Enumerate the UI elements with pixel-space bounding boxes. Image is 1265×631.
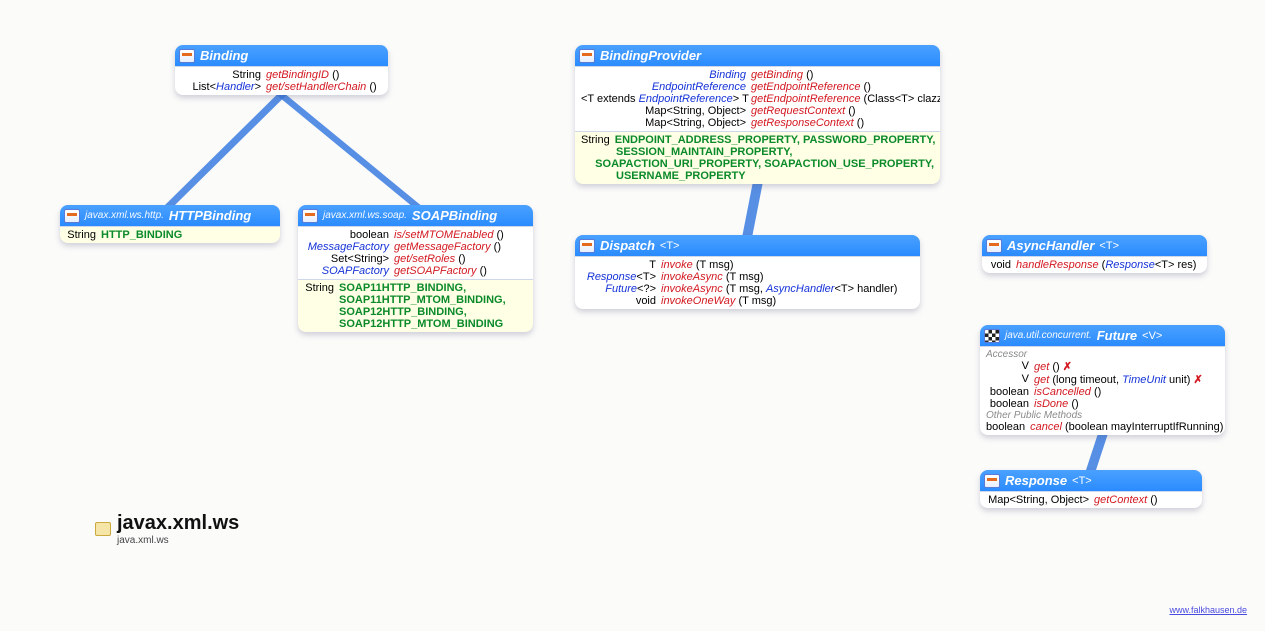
class-name: AsyncHandler xyxy=(1007,238,1094,253)
methods-section: String getBindingID () List<Handler> get… xyxy=(175,66,388,95)
method-row: EndpointReference getEndpointReference (… xyxy=(581,81,934,93)
method-row: MessageFactory getMessageFactory () xyxy=(304,241,527,253)
class-icon xyxy=(984,329,1000,343)
method-row: <T extends EndpointReference> T getEndpo… xyxy=(581,93,934,105)
class-header: Dispatch <T> xyxy=(575,235,920,256)
class-header: Response <T> xyxy=(980,470,1202,491)
credit-link[interactable]: www.falkhausen.de xyxy=(1169,605,1247,615)
iface-icon xyxy=(64,209,80,223)
method-row: V get (long timeout, TimeUnit unit) ✗ xyxy=(986,373,1219,386)
constant-row: SOAP11HTTP_MTOM_BINDING, xyxy=(304,294,527,306)
class-name: SOAPBinding xyxy=(412,208,497,223)
package-icon xyxy=(95,522,111,536)
class-package: javax.xml.ws.http. xyxy=(85,210,164,221)
type-param: <T> xyxy=(660,240,680,252)
method-row: String getBindingID () xyxy=(181,69,382,81)
constant-row: SESSION_MAINTAIN_PROPERTY, xyxy=(581,146,934,158)
method-row: boolean cancel (boolean mayInterruptIfRu… xyxy=(986,421,1219,433)
method-row: V get () ✗ xyxy=(986,360,1219,373)
methods-section: Binding getBinding () EndpointReference … xyxy=(575,66,940,131)
methods-section: Map<String, Object> getContext () xyxy=(980,491,1202,508)
class-name: BindingProvider xyxy=(600,48,701,63)
method-row: boolean isDone () xyxy=(986,398,1219,410)
diagram-canvas: Binding String getBindingID () List<Hand… xyxy=(0,0,1265,631)
type-param: <T> xyxy=(1072,475,1092,487)
type-param: <V> xyxy=(1142,330,1162,342)
package-subtitle: java.xml.ws xyxy=(117,535,239,546)
class-name: HTTPBinding xyxy=(169,208,251,223)
iface-icon xyxy=(984,474,1000,488)
class-name: Future xyxy=(1097,328,1137,343)
method-row: T invoke (T msg) xyxy=(581,259,914,271)
class-header: Binding xyxy=(175,45,388,66)
iface-icon xyxy=(179,49,195,63)
methods-section: Accessor V get () ✗ V get (long timeout,… xyxy=(980,346,1225,435)
constant-row: SOAP12HTTP_BINDING, xyxy=(304,306,527,318)
class-response: Response <T> Map<String, Object> getCont… xyxy=(980,470,1202,508)
method-row: boolean is/setMTOMEnabled () xyxy=(304,229,527,241)
constant-row: String HTTP_BINDING xyxy=(66,229,274,241)
class-package: javax.xml.ws.soap. xyxy=(323,210,407,221)
method-row: List<Handler> get/setHandlerChain () xyxy=(181,81,382,93)
class-binding: Binding String getBindingID () List<Hand… xyxy=(175,45,388,95)
class-header: java.util.concurrent. Future <V> xyxy=(980,325,1225,346)
constants-section: String HTTP_BINDING xyxy=(60,226,280,243)
method-row: Future<?> invokeAsync (T msg, AsyncHandl… xyxy=(581,283,914,295)
methods-section: boolean is/setMTOMEnabled () MessageFact… xyxy=(298,226,533,279)
package-title: javax.xml.ws xyxy=(117,512,239,534)
iface-icon xyxy=(986,239,1002,253)
package-label: javax.xml.ws java.xml.ws xyxy=(95,512,239,546)
class-header: javax.xml.ws.soap. SOAPBinding xyxy=(298,205,533,226)
method-row: Binding getBinding () xyxy=(581,69,934,81)
constant-row: String ENDPOINT_ADDRESS_PROPERTY, PASSWO… xyxy=(581,134,934,146)
constant-row: SOAP12HTTP_MTOM_BINDING xyxy=(304,318,527,330)
class-header: javax.xml.ws.http. HTTPBinding xyxy=(60,205,280,226)
class-name: Dispatch xyxy=(600,238,655,253)
iface-icon xyxy=(579,49,595,63)
constants-section: String SOAP11HTTP_BINDING, SOAP11HTTP_MT… xyxy=(298,279,533,332)
type-param: <T> xyxy=(1099,240,1119,252)
method-group-label: Other Public Methods xyxy=(986,410,1219,421)
iface-icon xyxy=(579,239,595,253)
method-row: Map<String, Object> getRequestContext () xyxy=(581,105,934,117)
constant-row: SOAPACTION_URI_PROPERTY, SOAPACTION_USE_… xyxy=(581,158,934,170)
class-dispatch: Dispatch <T> T invoke (T msg) Response<T… xyxy=(575,235,920,309)
class-asynchandler: AsyncHandler <T> void handleResponse (Re… xyxy=(982,235,1207,273)
class-bindingprovider: BindingProvider Binding getBinding () En… xyxy=(575,45,940,184)
method-row: SOAPFactory getSOAPFactory () xyxy=(304,265,527,277)
method-row: boolean isCancelled () xyxy=(986,386,1219,398)
methods-section: T invoke (T msg) Response<T> invokeAsync… xyxy=(575,256,920,309)
class-header: BindingProvider xyxy=(575,45,940,66)
method-group-label: Accessor xyxy=(986,349,1219,360)
method-row: Response<T> invokeAsync (T msg) xyxy=(581,271,914,283)
class-future: java.util.concurrent. Future <V> Accesso… xyxy=(980,325,1225,435)
class-name: Binding xyxy=(200,48,248,63)
constants-section: String ENDPOINT_ADDRESS_PROPERTY, PASSWO… xyxy=(575,131,940,184)
class-soapbinding: javax.xml.ws.soap. SOAPBinding boolean i… xyxy=(298,205,533,332)
constant-row: USERNAME_PROPERTY xyxy=(581,170,934,182)
method-row: Map<String, Object> getContext () xyxy=(986,494,1196,506)
method-row: void invokeOneWay (T msg) xyxy=(581,295,914,307)
methods-section: void handleResponse (Response<T> res) xyxy=(982,256,1207,273)
method-row: Map<String, Object> getResponseContext (… xyxy=(581,117,934,129)
constant-row: String SOAP11HTTP_BINDING, xyxy=(304,282,527,294)
class-httpbinding: javax.xml.ws.http. HTTPBinding String HT… xyxy=(60,205,280,243)
method-row: void handleResponse (Response<T> res) xyxy=(988,259,1201,271)
method-row: Set<String> get/setRoles () xyxy=(304,253,527,265)
class-header: AsyncHandler <T> xyxy=(982,235,1207,256)
iface-icon xyxy=(302,209,318,223)
class-name: Response xyxy=(1005,473,1067,488)
class-package: java.util.concurrent. xyxy=(1005,330,1092,341)
